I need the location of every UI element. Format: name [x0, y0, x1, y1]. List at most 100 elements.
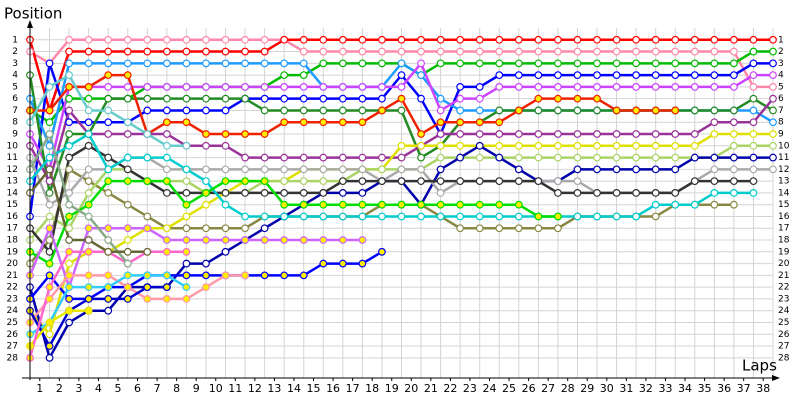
position-marker: [358, 106, 367, 115]
position-marker: [475, 200, 484, 209]
position-marker: [123, 224, 132, 233]
position-marker: [202, 106, 210, 115]
y-tick-label: 28: [7, 353, 19, 363]
position-marker: [593, 212, 601, 221]
position-marker: [593, 82, 601, 91]
position-marker: [729, 130, 738, 138]
position-marker: [456, 212, 465, 221]
position-marker: [554, 106, 562, 115]
position-marker: [202, 271, 210, 280]
position-marker: [632, 35, 641, 44]
position-marker: [534, 212, 543, 221]
position-marker: [182, 283, 191, 292]
position-marker: [358, 59, 367, 68]
x-tick-label: 16: [326, 382, 340, 395]
series-line: [30, 73, 676, 136]
position-marker: [319, 236, 328, 244]
y-tick-label-right: 23: [778, 294, 789, 304]
position-marker: [221, 82, 230, 91]
position-marker: [299, 189, 308, 197]
position-marker: [104, 295, 113, 303]
position-marker: [221, 224, 230, 233]
position-marker: [260, 35, 269, 44]
position-marker: [65, 106, 74, 115]
position-marker: [612, 59, 621, 68]
position-marker: [358, 47, 367, 56]
position-marker: [729, 106, 738, 115]
x-tick-label: 13: [267, 382, 281, 395]
position-marker: [436, 59, 445, 68]
position-marker: [143, 130, 152, 138]
position-marker: [65, 35, 74, 44]
position-marker: [338, 212, 347, 221]
position-marker: [84, 212, 93, 221]
position-marker: [671, 141, 680, 150]
position-marker: [436, 130, 445, 138]
position-marker: [84, 295, 93, 303]
position-marker: [65, 283, 74, 292]
position-marker: [632, 71, 641, 80]
position-marker: [45, 200, 54, 209]
position-marker: [612, 153, 621, 162]
position-marker: [749, 118, 758, 127]
x-tick-label: 18: [365, 382, 379, 395]
position-marker: [475, 118, 484, 127]
position-marker: [378, 59, 386, 68]
position-marker: [710, 71, 719, 80]
position-marker: [299, 200, 308, 209]
position-marker: [554, 189, 562, 197]
position-marker: [260, 82, 269, 91]
position-marker: [710, 200, 719, 209]
position-marker: [84, 189, 93, 197]
position-marker: [554, 47, 562, 56]
x-tick-label: 28: [561, 382, 575, 395]
position-marker: [671, 35, 680, 44]
position-marker: [573, 165, 582, 174]
position-marker: [729, 71, 738, 80]
position-marker: [84, 130, 93, 138]
position-marker: [319, 47, 328, 56]
y-tick-label-right: 9: [778, 130, 784, 140]
position-marker: [456, 200, 465, 209]
position-marker: [338, 177, 347, 186]
y-tick-label: 16: [7, 212, 19, 222]
position-marker: [123, 200, 132, 209]
position-marker: [221, 94, 230, 103]
position-marker: [554, 177, 562, 186]
position-marker: [162, 130, 171, 138]
x-tick-label: 23: [463, 382, 477, 395]
position-marker: [182, 141, 191, 150]
position-marker: [573, 59, 582, 68]
position-marker: [221, 177, 230, 186]
y-tick-label: 23: [7, 294, 18, 304]
position-marker: [593, 71, 601, 80]
y-tick-label: 11: [7, 153, 18, 163]
position-marker: [514, 200, 523, 209]
y-tick-label-right: 24: [778, 306, 790, 316]
position-marker: [397, 35, 406, 44]
position-marker: [319, 82, 328, 91]
position-marker: [241, 153, 249, 162]
position-marker: [749, 47, 758, 56]
position-marker: [573, 141, 582, 150]
position-marker: [45, 177, 54, 186]
position-marker: [104, 271, 113, 280]
position-marker: [65, 130, 74, 138]
position-marker: [65, 271, 74, 280]
y-tick-label: 5: [12, 82, 18, 92]
position-marker: [514, 130, 523, 138]
position-marker: [182, 259, 191, 268]
position-marker: [123, 59, 132, 68]
position-marker: [65, 306, 74, 315]
position-marker: [45, 106, 54, 115]
position-marker: [162, 94, 171, 103]
position-marker: [710, 106, 719, 115]
x-axis-arrow: [772, 375, 780, 381]
position-marker: [45, 342, 54, 350]
position-marker: [123, 130, 132, 138]
position-marker: [514, 82, 523, 91]
position-marker: [65, 59, 74, 68]
position-marker: [417, 59, 425, 68]
position-marker: [65, 247, 74, 256]
position-marker: [221, 200, 230, 209]
